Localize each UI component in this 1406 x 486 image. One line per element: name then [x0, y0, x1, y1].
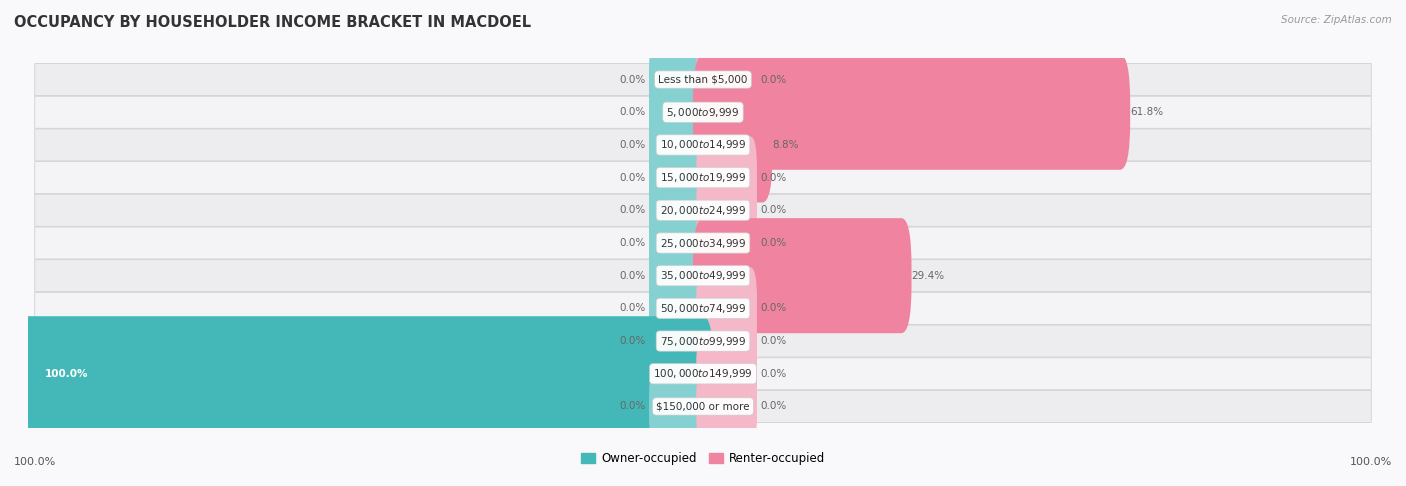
- Text: $25,000 to $34,999: $25,000 to $34,999: [659, 237, 747, 249]
- FancyBboxPatch shape: [35, 260, 1371, 292]
- FancyBboxPatch shape: [696, 137, 756, 219]
- Text: 0.0%: 0.0%: [620, 74, 645, 85]
- Text: $50,000 to $74,999: $50,000 to $74,999: [659, 302, 747, 315]
- Text: 0.0%: 0.0%: [620, 107, 645, 117]
- Text: 29.4%: 29.4%: [911, 271, 945, 281]
- FancyBboxPatch shape: [35, 129, 1371, 161]
- FancyBboxPatch shape: [35, 227, 1371, 259]
- Text: 0.0%: 0.0%: [620, 140, 645, 150]
- FancyBboxPatch shape: [696, 300, 756, 382]
- Text: 0.0%: 0.0%: [761, 205, 786, 215]
- FancyBboxPatch shape: [693, 55, 1130, 170]
- FancyBboxPatch shape: [18, 316, 713, 431]
- Text: $20,000 to $24,999: $20,000 to $24,999: [659, 204, 747, 217]
- Text: $15,000 to $19,999: $15,000 to $19,999: [659, 171, 747, 184]
- Text: 0.0%: 0.0%: [761, 74, 786, 85]
- FancyBboxPatch shape: [696, 202, 756, 284]
- FancyBboxPatch shape: [650, 365, 710, 448]
- FancyBboxPatch shape: [650, 235, 710, 317]
- FancyBboxPatch shape: [650, 267, 710, 349]
- Text: 8.8%: 8.8%: [772, 140, 799, 150]
- FancyBboxPatch shape: [35, 358, 1371, 390]
- Text: $75,000 to $99,999: $75,000 to $99,999: [659, 334, 747, 347]
- FancyBboxPatch shape: [650, 38, 710, 121]
- FancyBboxPatch shape: [693, 218, 911, 333]
- Text: OCCUPANCY BY HOUSEHOLDER INCOME BRACKET IN MACDOEL: OCCUPANCY BY HOUSEHOLDER INCOME BRACKET …: [14, 15, 531, 30]
- Text: 61.8%: 61.8%: [1130, 107, 1163, 117]
- FancyBboxPatch shape: [696, 169, 756, 251]
- Text: Source: ZipAtlas.com: Source: ZipAtlas.com: [1281, 15, 1392, 25]
- Text: 0.0%: 0.0%: [620, 401, 645, 412]
- Text: 0.0%: 0.0%: [620, 173, 645, 183]
- FancyBboxPatch shape: [650, 71, 710, 154]
- Text: $35,000 to $49,999: $35,000 to $49,999: [659, 269, 747, 282]
- FancyBboxPatch shape: [650, 169, 710, 251]
- Text: 0.0%: 0.0%: [620, 205, 645, 215]
- Text: 0.0%: 0.0%: [620, 303, 645, 313]
- FancyBboxPatch shape: [35, 162, 1371, 193]
- Text: 0.0%: 0.0%: [761, 369, 786, 379]
- Text: 0.0%: 0.0%: [761, 401, 786, 412]
- FancyBboxPatch shape: [696, 365, 756, 448]
- Text: 100.0%: 100.0%: [14, 456, 56, 467]
- Text: 0.0%: 0.0%: [620, 271, 645, 281]
- Text: Less than $5,000: Less than $5,000: [658, 74, 748, 85]
- FancyBboxPatch shape: [35, 390, 1371, 422]
- Text: 0.0%: 0.0%: [761, 303, 786, 313]
- Text: $5,000 to $9,999: $5,000 to $9,999: [666, 106, 740, 119]
- FancyBboxPatch shape: [696, 332, 756, 415]
- Text: 100.0%: 100.0%: [1350, 456, 1392, 467]
- Text: $100,000 to $149,999: $100,000 to $149,999: [654, 367, 752, 380]
- FancyBboxPatch shape: [35, 325, 1371, 357]
- FancyBboxPatch shape: [35, 96, 1371, 128]
- FancyBboxPatch shape: [650, 104, 710, 186]
- FancyBboxPatch shape: [35, 194, 1371, 226]
- Text: $10,000 to $14,999: $10,000 to $14,999: [659, 139, 747, 152]
- FancyBboxPatch shape: [696, 267, 756, 349]
- FancyBboxPatch shape: [696, 38, 756, 121]
- Text: 0.0%: 0.0%: [761, 173, 786, 183]
- Text: 0.0%: 0.0%: [761, 336, 786, 346]
- FancyBboxPatch shape: [693, 87, 772, 203]
- Legend: Owner-occupied, Renter-occupied: Owner-occupied, Renter-occupied: [576, 447, 830, 470]
- Text: 0.0%: 0.0%: [620, 336, 645, 346]
- Text: 100.0%: 100.0%: [45, 369, 89, 379]
- Text: 0.0%: 0.0%: [620, 238, 645, 248]
- FancyBboxPatch shape: [650, 137, 710, 219]
- FancyBboxPatch shape: [35, 293, 1371, 324]
- FancyBboxPatch shape: [650, 202, 710, 284]
- FancyBboxPatch shape: [650, 300, 710, 382]
- Text: $150,000 or more: $150,000 or more: [657, 401, 749, 412]
- Text: 0.0%: 0.0%: [761, 238, 786, 248]
- FancyBboxPatch shape: [35, 64, 1371, 96]
